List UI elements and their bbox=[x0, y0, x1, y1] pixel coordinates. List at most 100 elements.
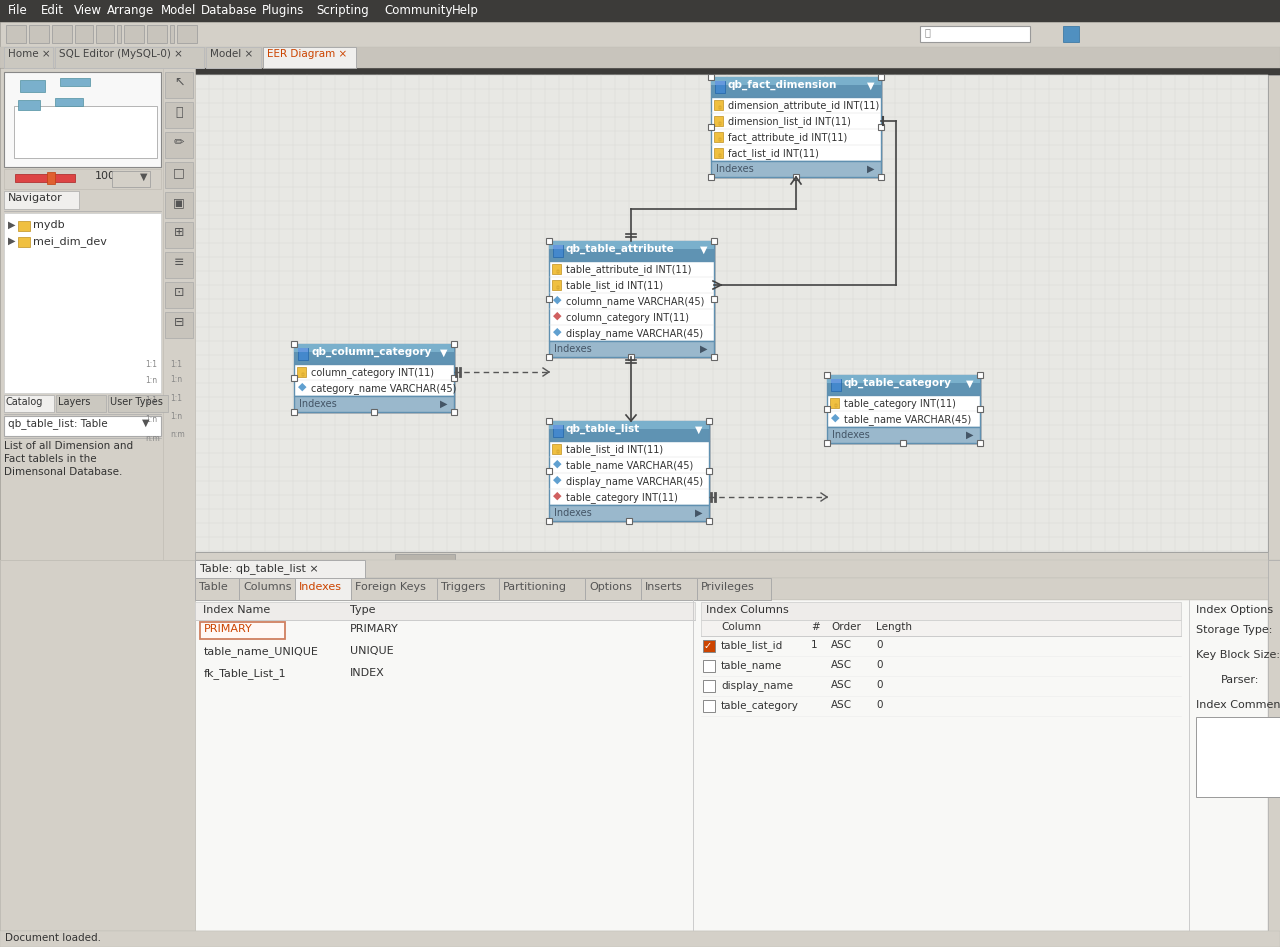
Text: Index Comment: Index Comment bbox=[1196, 700, 1280, 710]
Bar bbox=[557, 450, 559, 453]
Bar bbox=[294, 578, 351, 600]
Text: Help: Help bbox=[452, 4, 479, 17]
Text: 1:1: 1:1 bbox=[145, 360, 157, 369]
Text: 0: 0 bbox=[876, 680, 882, 690]
Bar bbox=[165, 222, 193, 248]
Text: Fact tablels in the: Fact tablels in the bbox=[4, 454, 96, 464]
Text: Inserts: Inserts bbox=[645, 582, 682, 592]
Text: ▼: ▼ bbox=[700, 245, 708, 255]
Text: qb_table_attribute: qb_table_attribute bbox=[566, 244, 675, 254]
Bar bbox=[1268, 560, 1280, 947]
Text: Table: Table bbox=[198, 582, 228, 592]
Bar bbox=[18, 100, 40, 110]
Bar bbox=[552, 264, 561, 274]
Text: ✓: ✓ bbox=[704, 641, 712, 651]
Text: 1:n: 1:n bbox=[170, 412, 182, 421]
Text: Indexes: Indexes bbox=[554, 344, 591, 354]
Bar bbox=[710, 161, 881, 177]
Bar bbox=[878, 174, 884, 180]
Bar bbox=[552, 280, 561, 290]
Bar bbox=[626, 518, 632, 524]
Bar bbox=[824, 406, 829, 412]
Text: Type: Type bbox=[349, 605, 375, 615]
Text: Parser:: Parser: bbox=[1221, 675, 1260, 685]
Text: 🔍: 🔍 bbox=[925, 27, 931, 37]
Text: fk_Table_List_1: fk_Table_List_1 bbox=[204, 668, 287, 679]
Text: SQL Editor (MySQL-0) ×: SQL Editor (MySQL-0) × bbox=[59, 49, 183, 59]
Text: table_list_id: table_list_id bbox=[721, 640, 783, 651]
Bar bbox=[200, 622, 285, 639]
Bar bbox=[835, 404, 837, 407]
Bar bbox=[703, 660, 716, 672]
Bar bbox=[20, 80, 45, 92]
Bar bbox=[298, 348, 308, 352]
Text: ▼: ▼ bbox=[867, 81, 874, 91]
Text: Properties: Properties bbox=[56, 933, 102, 942]
Bar bbox=[831, 379, 841, 383]
Text: ▶: ▶ bbox=[8, 220, 15, 230]
Text: ◆: ◆ bbox=[553, 327, 562, 337]
Bar bbox=[549, 505, 709, 521]
Bar bbox=[977, 440, 983, 446]
Text: ◆: ◆ bbox=[553, 459, 562, 469]
Text: qb_table_list: Table: qb_table_list: Table bbox=[8, 418, 108, 429]
Text: Table: qb_table_list ×: Table: qb_table_list × bbox=[200, 563, 319, 574]
Bar bbox=[163, 68, 195, 560]
Bar bbox=[713, 79, 883, 179]
Text: ASC: ASC bbox=[831, 640, 852, 650]
Bar bbox=[294, 364, 454, 396]
Text: 1:n: 1:n bbox=[145, 415, 157, 424]
Bar bbox=[0, 0, 1280, 22]
Bar bbox=[177, 25, 197, 43]
Text: File: File bbox=[8, 4, 28, 17]
Bar bbox=[76, 25, 93, 43]
Text: Dimensonal Database.: Dimensonal Database. bbox=[4, 467, 123, 477]
Bar bbox=[55, 98, 83, 106]
Text: Order: Order bbox=[831, 622, 861, 632]
Text: ▼: ▼ bbox=[440, 348, 448, 358]
Text: 1: 1 bbox=[812, 640, 818, 650]
Bar bbox=[977, 406, 983, 412]
Text: Column: Column bbox=[721, 622, 762, 632]
Bar bbox=[714, 100, 723, 110]
Bar bbox=[701, 620, 1181, 636]
Bar bbox=[1062, 26, 1079, 42]
Text: n:m: n:m bbox=[145, 434, 160, 443]
Bar bbox=[824, 440, 829, 446]
Bar bbox=[719, 154, 721, 157]
Text: ▣: ▣ bbox=[173, 196, 184, 209]
Text: Privileges: Privileges bbox=[701, 582, 755, 592]
Bar bbox=[719, 138, 721, 141]
Bar bbox=[297, 367, 306, 377]
Text: ◆: ◆ bbox=[298, 382, 306, 392]
Text: Catalog: Catalog bbox=[6, 397, 44, 407]
Bar bbox=[716, 81, 724, 85]
Bar bbox=[824, 372, 829, 378]
Text: INDEX: INDEX bbox=[349, 668, 385, 678]
Text: Model: Model bbox=[161, 4, 196, 17]
Text: ▶: ▶ bbox=[966, 430, 974, 440]
Bar bbox=[900, 440, 906, 446]
Bar bbox=[15, 174, 76, 182]
Text: table_category: table_category bbox=[721, 700, 799, 711]
Bar bbox=[553, 425, 563, 437]
Bar bbox=[708, 174, 714, 180]
Bar bbox=[714, 116, 723, 126]
Text: 100: 100 bbox=[95, 171, 116, 181]
Bar bbox=[698, 578, 771, 600]
Bar bbox=[0, 560, 195, 931]
Bar bbox=[628, 354, 634, 360]
Bar bbox=[396, 554, 454, 564]
Bar bbox=[710, 97, 881, 161]
Text: ✏: ✏ bbox=[174, 136, 184, 149]
Text: ▼: ▼ bbox=[695, 425, 703, 435]
Bar bbox=[547, 238, 552, 244]
Text: Plugins: Plugins bbox=[262, 4, 305, 17]
Bar bbox=[195, 578, 239, 600]
Bar bbox=[206, 47, 261, 68]
Bar bbox=[291, 375, 297, 381]
Text: 1:n: 1:n bbox=[145, 376, 157, 385]
Text: ▼: ▼ bbox=[140, 172, 147, 182]
Bar bbox=[827, 395, 980, 427]
Text: display_name VARCHAR(45): display_name VARCHAR(45) bbox=[566, 328, 703, 339]
